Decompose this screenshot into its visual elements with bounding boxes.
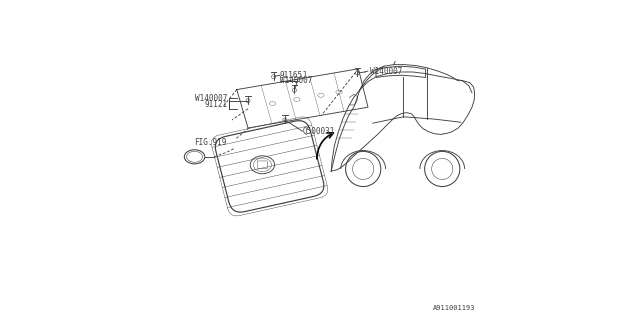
Text: W140007: W140007 — [195, 94, 227, 103]
Text: W140007: W140007 — [280, 76, 312, 85]
Text: 91165J: 91165J — [280, 71, 308, 80]
Text: W140007: W140007 — [370, 67, 402, 76]
Text: Q500031: Q500031 — [302, 127, 335, 136]
Text: FIG.919: FIG.919 — [195, 138, 227, 147]
Text: A911001193: A911001193 — [433, 305, 475, 311]
Text: 91121: 91121 — [204, 100, 227, 109]
